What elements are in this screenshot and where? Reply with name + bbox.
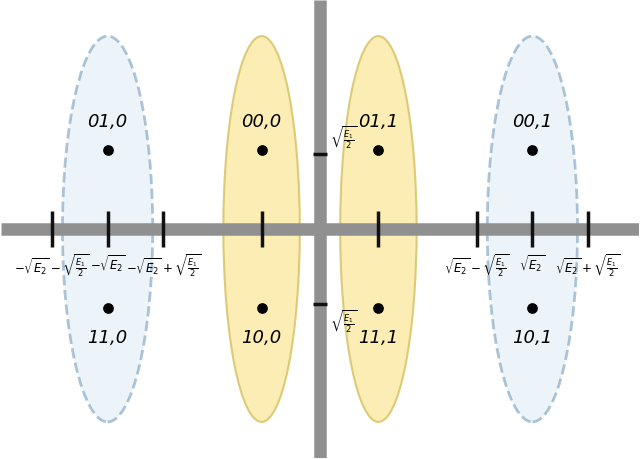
Text: 10,0: 10,0 [241,328,282,346]
Text: 01,1: 01,1 [358,113,399,131]
Text: 00,0: 00,0 [241,113,282,131]
Text: 10,1: 10,1 [512,328,552,346]
Text: $-\sqrt{E_2}-\sqrt{\frac{E_1}{2}}$: $-\sqrt{E_2}-\sqrt{\frac{E_1}{2}}$ [14,252,90,279]
Text: $\sqrt{E_2}-\sqrt{\frac{E_1}{2}}$: $\sqrt{E_2}-\sqrt{\frac{E_1}{2}}$ [444,252,509,279]
Point [102,147,113,155]
Ellipse shape [63,37,153,422]
Ellipse shape [487,37,577,422]
Point [527,304,538,312]
Point [373,304,383,312]
Text: 11,0: 11,0 [88,328,128,346]
Text: 00,1: 00,1 [512,113,552,131]
Point [527,147,538,155]
Point [257,147,267,155]
Ellipse shape [223,37,300,422]
Text: $\sqrt{\frac{E_1}{2}}$: $\sqrt{\frac{E_1}{2}}$ [330,308,356,334]
Text: 01,0: 01,0 [88,113,128,131]
Ellipse shape [340,37,417,422]
Text: 11,1: 11,1 [358,328,399,346]
Text: $-\sqrt{E_2}$: $-\sqrt{E_2}$ [90,252,125,273]
Point [373,147,383,155]
Text: $-\sqrt{E_2}+\sqrt{\frac{E_1}{2}}$: $-\sqrt{E_2}+\sqrt{\frac{E_1}{2}}$ [125,252,201,279]
Text: $\sqrt{\frac{E_1}{2}}$: $\sqrt{\frac{E_1}{2}}$ [330,125,356,151]
Point [102,304,113,312]
Text: $\sqrt{E_2}$: $\sqrt{E_2}$ [520,252,545,273]
Text: $\sqrt{E_2}+\sqrt{\frac{E_1}{2}}$: $\sqrt{E_2}+\sqrt{\frac{E_1}{2}}$ [556,252,621,279]
Point [257,304,267,312]
